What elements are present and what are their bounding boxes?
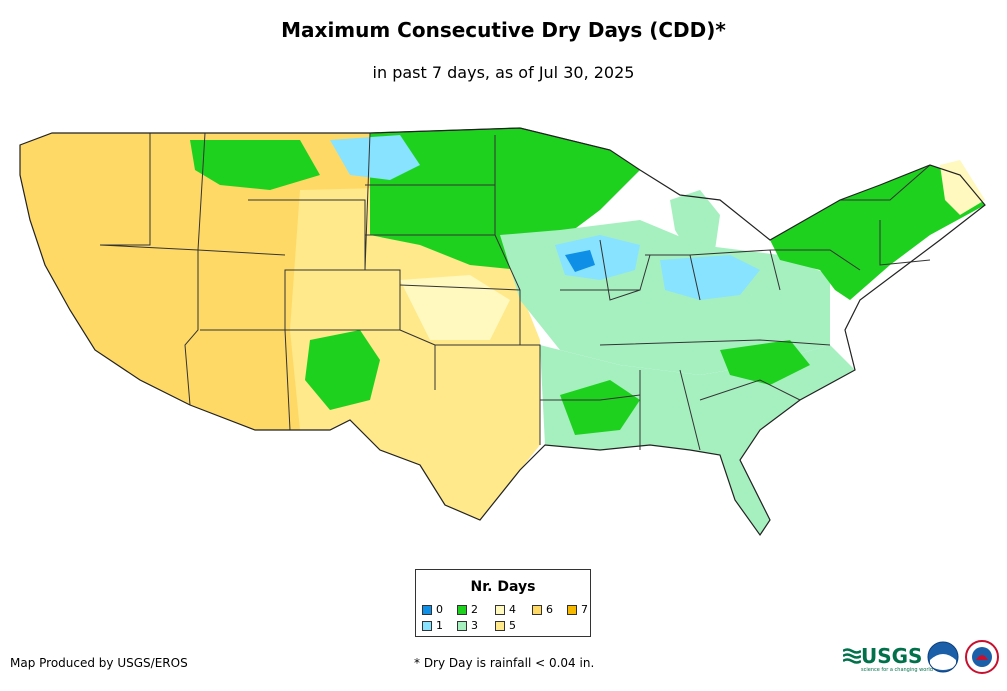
- legend-item: 0: [422, 603, 443, 616]
- legend-label: 3: [471, 619, 478, 632]
- legend-item: 2: [457, 603, 478, 616]
- us-dry-days-map: [19, 127, 986, 537]
- legend: Nr. Days 0 1 2 3 4 5 6 7: [415, 569, 591, 637]
- map-title: Maximum Consecutive Dry Days (CDD)*: [281, 18, 726, 42]
- region-nw-green: [190, 140, 320, 190]
- legend-item: 3: [457, 619, 478, 632]
- legend-items: 0 1 2 3 4 5 6 7: [422, 603, 592, 635]
- map-subtitle: in past 7 days, as of Jul 30, 2025: [372, 63, 635, 82]
- region-northeast: [770, 165, 985, 300]
- legend-label: 5: [509, 619, 516, 632]
- swatch: [495, 620, 505, 631]
- usgs-tagline: science for a changing world: [861, 667, 933, 673]
- legend-item: 6: [532, 603, 553, 616]
- region-nc-green: [720, 340, 810, 385]
- conus-outline: [19, 127, 986, 537]
- swatch: [457, 620, 467, 631]
- swatch: [457, 604, 467, 615]
- swatch: [567, 604, 577, 615]
- legend-title: Nr. Days: [470, 579, 536, 595]
- region-michigan: [670, 190, 720, 255]
- swatch: [422, 620, 432, 631]
- legend-label: 6: [546, 603, 553, 616]
- legend-label: 1: [436, 619, 443, 632]
- swatch: [532, 604, 542, 615]
- legend-item: 7: [567, 603, 588, 616]
- usgs-logo: USGS: [861, 644, 923, 668]
- usgs-wave-icon: [843, 648, 861, 664]
- legend-item: 1: [422, 619, 443, 632]
- region-wet-iowa-core: [565, 250, 595, 272]
- footnote: * Dry Day is rainfall < 0.04 in.: [414, 656, 595, 670]
- region-pale: [400, 275, 510, 340]
- nws-logo-icon: [965, 640, 999, 674]
- region-plains: [290, 185, 540, 520]
- legend-label: 0: [436, 603, 443, 616]
- legend-item: 4: [495, 603, 516, 616]
- legend-item: 5: [495, 619, 516, 632]
- swatch: [495, 604, 505, 615]
- region-wet-ohio: [660, 255, 760, 300]
- legend-label: 7: [581, 603, 588, 616]
- credit: Map Produced by USGS/EROS: [10, 656, 188, 670]
- state-borders: [52, 127, 931, 451]
- region-wet-dakota: [330, 135, 420, 180]
- map-regions: [20, 128, 985, 535]
- logos: USGS science for a changing world: [843, 640, 1003, 678]
- region-maine: [940, 160, 985, 215]
- noaa-logo-icon: [927, 641, 959, 673]
- region-sw-green: [305, 330, 380, 410]
- legend-label: 2: [471, 603, 478, 616]
- swatch: [422, 604, 432, 615]
- legend-label: 4: [509, 603, 516, 616]
- region-se-green: [560, 380, 640, 435]
